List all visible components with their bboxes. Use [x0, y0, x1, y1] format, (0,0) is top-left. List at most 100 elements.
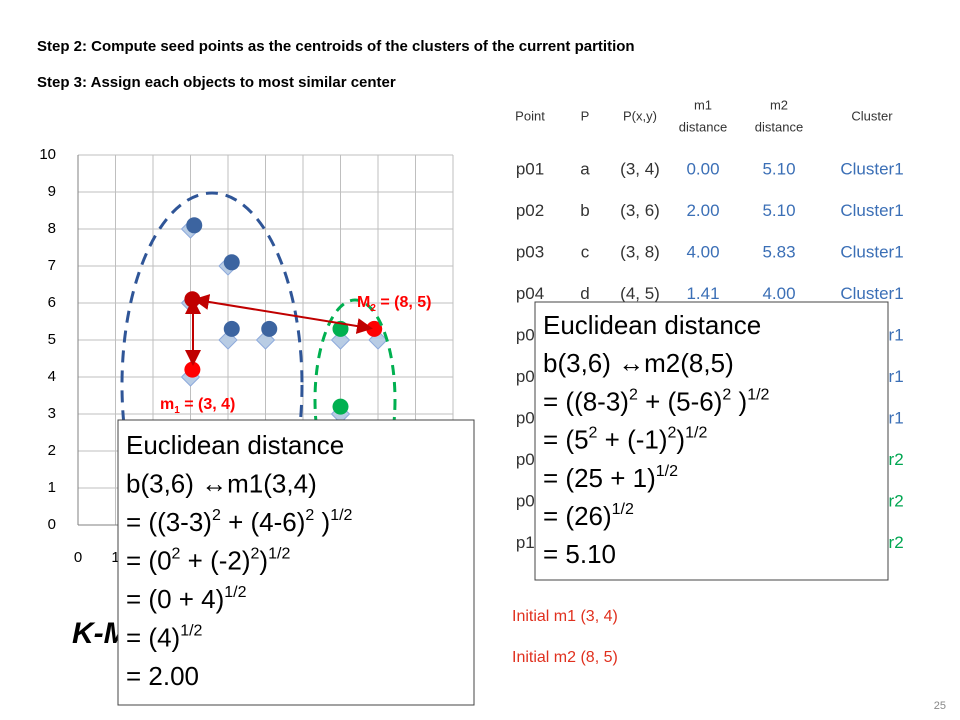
formula-line: = (52 + (-1)2)1/2 — [543, 424, 707, 454]
script: 2 — [251, 545, 260, 562]
table-header: m1 — [694, 97, 712, 112]
text-run: = (5 — [543, 424, 589, 454]
formula-line: = ((3-3)2 + (4-6)2 )1/2 — [126, 507, 353, 537]
formula-line: = ((8-3)2 + (5-6)2 )1/2 — [543, 386, 770, 416]
table-cell: 2.00 — [686, 201, 719, 220]
script: 2 — [172, 545, 181, 562]
table-header: distance — [679, 119, 727, 134]
data-point — [223, 320, 240, 337]
text-run: b(3,6) ↔m2(8,5) — [543, 348, 734, 378]
table-header: Point — [515, 108, 545, 123]
text-run: = (0 — [126, 545, 172, 575]
text-run: ) — [731, 386, 747, 416]
y-tick-label: 7 — [48, 257, 56, 274]
text-run: = (3, 4) — [180, 396, 236, 413]
text-run: ) — [259, 545, 268, 575]
y-tick-label: 2 — [48, 442, 56, 459]
step-text: Step 3: Assign each objects to most simi… — [37, 74, 396, 91]
y-tick-label: 8 — [48, 220, 56, 237]
script: 2 — [589, 424, 598, 441]
formula-line: = 2.00 — [126, 661, 199, 691]
formula-line: Euclidean distance — [126, 430, 344, 460]
table-cell: (3, 8) — [620, 242, 660, 261]
x-tick-label: 0 — [74, 549, 82, 566]
table-cell: Cluster1 — [840, 242, 903, 261]
script: 1/2 — [685, 424, 707, 441]
table-cell: b — [580, 201, 589, 220]
script: 1/2 — [268, 545, 290, 562]
script: 2 — [668, 424, 677, 441]
table-header: P — [581, 108, 590, 123]
text-run: Euclidean distance — [126, 430, 344, 460]
table-header: P(x,y) — [623, 108, 657, 123]
script: 1/2 — [612, 501, 634, 518]
data-point — [186, 217, 203, 234]
text-run: + (4-6) — [221, 507, 306, 537]
script: 2 — [722, 386, 731, 403]
script: 2 — [212, 507, 221, 524]
y-tick-label: 6 — [48, 294, 56, 311]
point-label: M2 = (8, 5) — [357, 294, 431, 314]
formula-line: = (0 + 4)1/2 — [126, 584, 247, 614]
table-cell: p01 — [516, 159, 544, 178]
data-point — [332, 398, 349, 415]
text-run: = 2.00 — [126, 661, 199, 691]
text-run: + (5-6) — [638, 386, 723, 416]
script: 2 — [370, 303, 376, 314]
table-cell: (3, 6) — [620, 201, 660, 220]
table-cell: 5.83 — [762, 242, 795, 261]
data-point — [184, 361, 201, 378]
data-point — [223, 254, 240, 271]
table-cell: p02 — [516, 201, 544, 220]
text-run: = (0 + 4) — [126, 584, 224, 614]
step-text: Step 2: Compute seed points as the centr… — [37, 38, 635, 55]
script: 1/2 — [180, 622, 202, 639]
y-tick-label: 5 — [48, 331, 56, 348]
table-cell: Cluster1 — [840, 284, 903, 303]
x-tick-label: 1 — [111, 549, 119, 566]
text-run: ) — [314, 507, 330, 537]
callout-box — [117, 419, 475, 706]
y-tick-label: 4 — [48, 368, 56, 385]
text-run: = (25 + 1) — [543, 463, 656, 493]
y-tick-label: 10 — [39, 146, 56, 163]
table-cell: (4, 5) — [620, 284, 660, 303]
script: 1/2 — [747, 386, 769, 403]
y-tick-label: 0 — [48, 516, 56, 533]
initial-text: Initial m1 (3, 4) — [512, 608, 618, 625]
text-run: m — [160, 396, 174, 413]
text-run: Euclidean distance — [543, 310, 761, 340]
table-cell: Cluster1 — [840, 201, 903, 220]
arrow — [193, 294, 373, 334]
script: 2 — [305, 507, 314, 524]
initial-text: Initial m2 (8, 5) — [512, 649, 618, 666]
script: 1/2 — [224, 584, 246, 601]
table-cell: a — [580, 159, 590, 178]
table-cell: (3, 4) — [620, 159, 660, 178]
table-cell: 4.00 — [762, 284, 795, 303]
table-cell: p04 — [516, 284, 544, 303]
callout-box — [534, 301, 889, 581]
y-tick-label: 9 — [48, 183, 56, 200]
text-run: M — [357, 294, 370, 311]
table-cell: 0.00 — [686, 159, 719, 178]
table-cell: 5.10 — [762, 159, 795, 178]
point-label: m1 = (3, 4) — [160, 396, 235, 416]
overlays: Euclidean distance b(3,6) ↔m1(3,4) = ((3-3… — [117, 301, 889, 706]
text-run: + (-2) — [180, 545, 250, 575]
text-run: = ((3-3) — [126, 507, 212, 537]
page-number: 25 — [934, 700, 946, 712]
table-cell: d — [580, 284, 589, 303]
text-run: = ((8-3) — [543, 386, 629, 416]
script: 2 — [629, 386, 638, 403]
formula-line: = (02 + (-2)2)1/2 — [126, 545, 290, 575]
formula-line: = (4)1/2 — [126, 622, 203, 652]
formula-line: b(3,6) ↔m2(8,5) — [543, 348, 734, 378]
script: 1/2 — [330, 507, 352, 524]
table-cell: 5.10 — [762, 201, 795, 220]
table-header: distance — [755, 119, 803, 134]
table-cell: c — [581, 242, 590, 261]
table-header: Cluster — [851, 108, 893, 123]
table-cell: 4.00 — [686, 242, 719, 261]
